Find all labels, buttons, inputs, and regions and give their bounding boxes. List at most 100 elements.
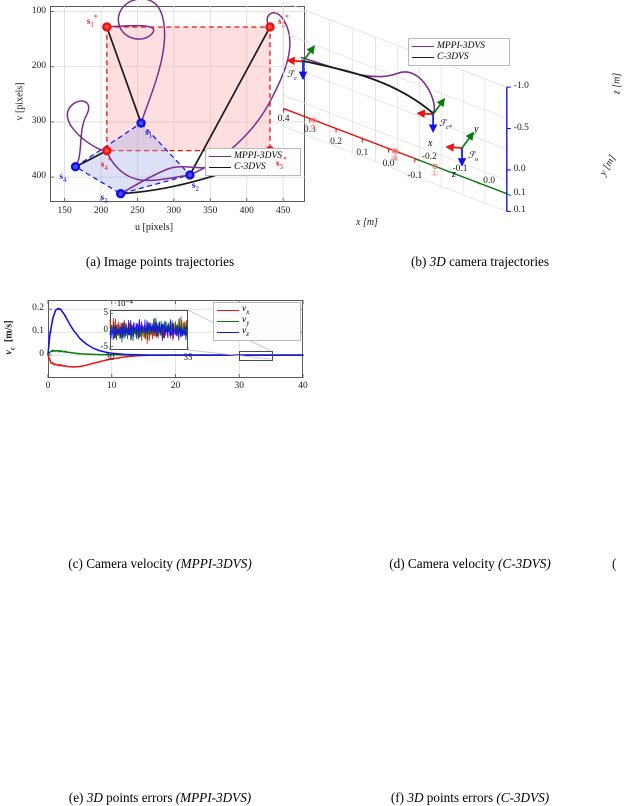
- xtick-b: -0.1: [407, 170, 423, 181]
- chart-c-angular-velocity: [0, 412, 320, 550]
- chart-d-linear-velocity: [320, 296, 640, 412]
- caption-c-prefix: (c): [68, 556, 83, 571]
- legend-row-c-3dvs[interactable]: C-3DVS: [412, 52, 506, 63]
- xtick: 20: [170, 381, 181, 391]
- legend-methods-a[interactable]: MPPI-3DVS C-3DVS: [205, 148, 301, 176]
- caption-f-prefix: (f): [390, 790, 405, 805]
- chart-d-angular-velocity: [320, 412, 640, 550]
- ytick: 0.1: [32, 326, 44, 337]
- inset-source-rect: [239, 351, 274, 362]
- xtick-b: 0.1: [356, 148, 369, 158]
- ytick: 0.2: [32, 303, 44, 314]
- inset-xtick: 35: [183, 352, 193, 362]
- xtick-a: 450: [276, 206, 291, 216]
- point-label-s3: s3: [100, 191, 108, 205]
- legend-label-v_y: vy: [242, 314, 250, 327]
- caption-a: (a) Image points trajectories: [0, 254, 320, 270]
- legend-label-v_x: vx: [242, 303, 250, 316]
- xtick-b: 0.3: [303, 125, 316, 136]
- caption-b-italic: 3D: [429, 254, 446, 269]
- panel-a-canvas: [50, 0, 305, 202]
- caption-d-prefix: (d): [389, 556, 405, 571]
- xtick: 30: [234, 381, 245, 391]
- panel-f-points-errors-c3dvs: [320, 600, 640, 760]
- point-label-s1star: s1*: [86, 12, 98, 29]
- caption-a-prefix: (a): [85, 254, 101, 269]
- ztick-b: -0.5: [513, 122, 529, 133]
- legend-methods-b[interactable]: MPPI-3DVS C-3DVS: [408, 38, 510, 66]
- caption-e-italic: (MPPI-3DVS): [175, 790, 252, 805]
- point-label-s1: s1: [145, 127, 153, 140]
- caption-b: (b) 3D camera trajectories: [320, 254, 640, 270]
- legend-swatch-v_x: [217, 310, 239, 311]
- ytick-a: 300: [31, 115, 46, 126]
- caption-f-italic: (C-3DVS): [496, 790, 550, 805]
- ytick-b: -0.2: [421, 152, 437, 163]
- point-label-s4: s4: [59, 170, 67, 184]
- legend-row-mppi-3dvs[interactable]: MPPI-3DVS: [209, 151, 297, 162]
- caption-b-prefix: (b): [410, 254, 427, 269]
- inset-ytick: -5: [100, 340, 109, 351]
- panel-a-image-points: v [pixels] u [pixels] MPPI-3DVS C-3DVS 15…: [0, 0, 320, 245]
- legend-label: MPPI-3DVS: [234, 151, 283, 161]
- axis-label-v: v [pixels]: [14, 82, 26, 121]
- legend-swatch-c-3dvs: [412, 57, 434, 58]
- floor-marker-1: ①: [431, 169, 439, 179]
- ztick-b: 0.0: [513, 164, 526, 174]
- legend-swatch-mppi-3dvs: [209, 156, 231, 157]
- caption-f-3d: 3D: [407, 790, 424, 805]
- caption-f: (f) 3D points errors (C-3DVS): [320, 790, 620, 806]
- xtick-a: 400: [239, 206, 254, 216]
- legend-c_top[interactable]: vx vy vz: [213, 302, 301, 341]
- axis-glyph-z: z: [452, 169, 456, 180]
- frame-label: ℱc*: [439, 118, 452, 132]
- point-label-s4star: s4*: [100, 155, 112, 172]
- xtick-b: 0.0: [382, 159, 395, 170]
- axis-glyph-y: y: [474, 124, 479, 135]
- xtick-a: 300: [166, 206, 181, 216]
- caption-c: (c) Camera velocity (MPPI-3DVS): [0, 556, 320, 572]
- legend-label: C-3DVS: [234, 162, 266, 172]
- axis-label-x-3d: x [m]: [356, 217, 378, 228]
- legend-swatch-mppi-3dvs: [412, 46, 434, 47]
- caption-e-3d: 3D: [86, 790, 103, 805]
- caption-c-text: Camera velocity: [86, 556, 177, 571]
- xtick-a: 350: [203, 206, 218, 216]
- legend-row-v_y[interactable]: vy: [217, 314, 297, 327]
- floor-marker-3: ③: [390, 153, 398, 163]
- legend-swatch-v_y: [217, 321, 239, 322]
- chart-f-errors: [320, 600, 640, 760]
- inset-ytick: 5: [103, 307, 109, 318]
- caption-e-text: points errors: [102, 790, 176, 805]
- axis-label-z-3d: z [m]: [611, 72, 623, 95]
- xtick-a: 200: [93, 206, 109, 216]
- frame-label: ℱo: [468, 150, 479, 163]
- xtick: 0: [45, 381, 51, 391]
- panel-b-3d-trajectories: MPPI-3DVS C-3DVS x [m] y [m] z [m] 0.4 0.3…: [278, 0, 640, 245]
- caption-partial-right: (: [612, 556, 617, 571]
- panel-e-points-errors-mppi: [0, 600, 320, 760]
- floor-marker-2: ②: [309, 123, 317, 133]
- inset-xtick: 30: [105, 352, 115, 362]
- legend-row-v_x[interactable]: vx: [217, 303, 297, 316]
- legend-label-v_z: vz: [242, 325, 249, 338]
- legend-row-c-3dvs[interactable]: C-3DVS: [209, 162, 297, 173]
- xtick-b: 0.4: [277, 113, 290, 124]
- legend-label: MPPI-3DVS: [437, 41, 486, 51]
- xtick: 10: [107, 381, 117, 391]
- ytick-b: 0.0: [483, 175, 495, 186]
- ytick: 0: [39, 349, 44, 360]
- axis-label-u: u [pixels]: [135, 222, 174, 233]
- legend-row-v_z[interactable]: vz: [217, 325, 297, 338]
- xtick-a: 250: [130, 206, 145, 216]
- xtick: 40: [298, 381, 308, 391]
- chart-c-linear-velocity: 0 10 20 30 40 0 0.1 0.2 vc [m/s] vx vy vz 30 35 5 0 -5 ·1…: [0, 296, 320, 412]
- inset-exponent-label: ·10⁻⁴: [114, 298, 133, 308]
- caption-a-text: Image points trajectories: [103, 254, 235, 269]
- caption-c-italic: (MPPI-3DVS): [176, 556, 252, 571]
- inset-canvas-c_top: [109, 312, 189, 350]
- ztick-b: 0.1: [513, 205, 526, 216]
- legend-row-mppi-3dvs[interactable]: MPPI-3DVS: [412, 41, 506, 52]
- inset-ytick: 0: [103, 324, 109, 334]
